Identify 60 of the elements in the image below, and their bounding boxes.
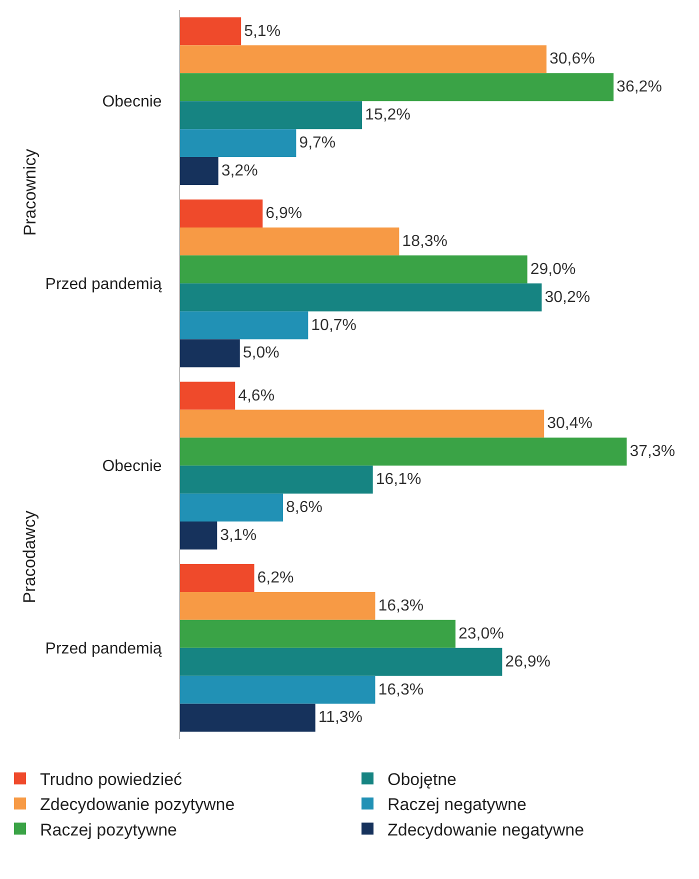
bar (180, 283, 542, 312)
data-label: 3,1% (220, 526, 257, 544)
bar (180, 410, 544, 438)
bar (180, 494, 283, 522)
data-label: 5,0% (242, 344, 280, 362)
bar (180, 592, 376, 620)
data-label: 30,6% (549, 50, 595, 68)
legend-label: Trudno powiedzieć (40, 770, 183, 790)
bar (180, 466, 373, 494)
bar (180, 311, 308, 340)
data-label: 3,2% (221, 162, 258, 180)
data-label: 26,9% (505, 653, 551, 670)
data-label: 5,1% (244, 22, 281, 40)
bar (180, 227, 400, 256)
legend-label: Raczej pozytywne (40, 820, 178, 840)
data-label: 15,2% (365, 106, 410, 124)
data-label: 10,7% (311, 316, 357, 334)
legend-label: Zdecydowanie negatywne (388, 820, 584, 840)
bar (180, 620, 456, 648)
bar (180, 704, 316, 732)
bar (180, 73, 614, 102)
data-label: 23,0% (458, 625, 504, 642)
bar (180, 382, 236, 410)
data-label: 36,2% (616, 78, 662, 96)
text: Pracodawcy (20, 510, 39, 604)
data-label: 16,3% (378, 597, 424, 614)
bar (180, 157, 218, 185)
legend-label: Raczej negatywne (388, 795, 526, 814)
y-tick-label: Obecnie (102, 94, 162, 111)
data-label: 16,3% (378, 681, 424, 698)
legend-label: Obojętne (388, 770, 456, 790)
data-label: 18,3% (402, 232, 448, 250)
bar (180, 564, 254, 592)
data-label: 11,3% (318, 709, 363, 726)
data-label: 4,6% (238, 387, 275, 404)
data-label: 30,4% (547, 415, 592, 432)
y-tick-label: Przed pandemią (45, 276, 162, 293)
bar (180, 255, 528, 284)
data-label: 37,3% (630, 443, 676, 460)
bar (180, 101, 362, 130)
bar (180, 438, 627, 466)
data-label: 6,9% (266, 205, 302, 222)
data-label: 8,6% (286, 499, 322, 516)
data-label: 16,1% (376, 471, 422, 488)
bar (180, 200, 263, 228)
bar (180, 129, 296, 158)
bar (180, 522, 218, 550)
data-label: 6,2% (257, 570, 294, 587)
bar (180, 45, 546, 74)
bar (180, 648, 502, 676)
bar (180, 17, 242, 46)
y-tick-label: Przed pandemią (45, 640, 162, 658)
y-tick-label: Obecnie (102, 458, 162, 476)
data-label: 30,2% (544, 288, 590, 306)
data-label: 9,7% (299, 134, 336, 152)
legend-label: Zdecydowanie pozytywne (40, 795, 235, 814)
bar (180, 339, 240, 368)
data-label: 29,0% (530, 260, 576, 278)
bar (180, 676, 376, 704)
text: Pracownicy (20, 148, 40, 236)
